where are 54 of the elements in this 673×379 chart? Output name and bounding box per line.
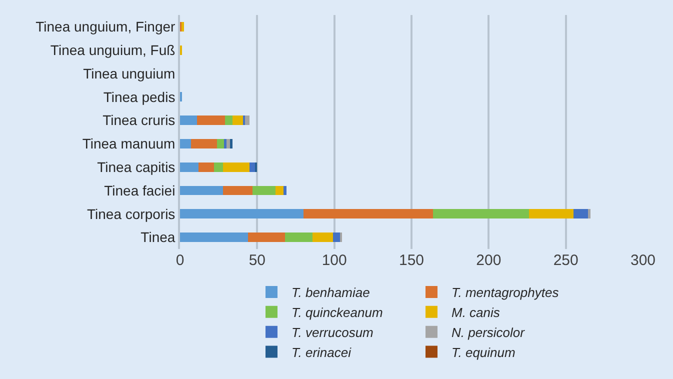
bar bbox=[180, 186, 224, 196]
legend-label: T. erinacei bbox=[292, 344, 352, 360]
bar bbox=[180, 232, 248, 242]
legend-label: T. benhamiae bbox=[292, 285, 370, 300]
y-tick-label: Tinea bbox=[140, 229, 176, 246]
x-tick-label: 0 bbox=[176, 252, 184, 269]
x-tick-label: 100 bbox=[322, 252, 347, 269]
bar bbox=[276, 186, 284, 196]
y-tick-label: Tinea faciei bbox=[104, 182, 176, 198]
bar bbox=[180, 116, 197, 125]
y-tick-label: Tinea corporis bbox=[87, 206, 176, 222]
x-tick-label: 300 bbox=[630, 252, 656, 269]
legend-label: N. persicolor bbox=[452, 324, 526, 340]
bar bbox=[180, 139, 191, 148]
bar bbox=[283, 186, 286, 196]
y-tick-label: Tinea pedis bbox=[103, 88, 176, 105]
bar bbox=[249, 162, 256, 172]
bar bbox=[214, 162, 224, 172]
bar bbox=[224, 116, 232, 125]
y-tick-label: Tinea manuum bbox=[82, 136, 176, 152]
bar bbox=[198, 162, 214, 172]
y-tick-label: Tinea unguium bbox=[83, 65, 176, 82]
bar bbox=[588, 209, 591, 219]
bar bbox=[180, 162, 199, 172]
bar bbox=[332, 232, 341, 242]
y-tick-label: Tinea capitis bbox=[97, 159, 176, 175]
x-tick-label: 50 bbox=[248, 252, 266, 269]
legend-label: T. verrucosum bbox=[292, 324, 374, 340]
legend-label: T. equinum bbox=[452, 344, 516, 360]
bar bbox=[223, 162, 250, 172]
bar bbox=[574, 209, 589, 219]
bar bbox=[312, 232, 333, 242]
legend-label: T. mentagrophytes bbox=[452, 285, 560, 300]
bar bbox=[252, 186, 276, 196]
bar bbox=[303, 209, 434, 219]
bar bbox=[433, 209, 529, 219]
bar bbox=[248, 232, 285, 242]
bar bbox=[223, 186, 253, 196]
bar bbox=[190, 139, 218, 148]
legend-label: T. quinckeanum bbox=[292, 305, 383, 320]
bar bbox=[244, 116, 250, 125]
bar bbox=[284, 232, 313, 242]
y-tick-label: Tinea cruris bbox=[102, 112, 176, 128]
y-tick-label: Tinea unguium, Finger bbox=[36, 18, 176, 35]
x-tick-label: 250 bbox=[553, 252, 578, 269]
y-tick-label: Tinea unguium, Fuß bbox=[50, 42, 176, 58]
bar bbox=[180, 209, 304, 219]
bar bbox=[217, 139, 225, 148]
x-tick-label: 150 bbox=[398, 252, 424, 269]
bar bbox=[196, 116, 225, 125]
legend-label: M. canis bbox=[452, 305, 500, 320]
x-tick-label: 200 bbox=[476, 252, 502, 269]
bar bbox=[232, 116, 244, 125]
bar bbox=[528, 209, 574, 219]
